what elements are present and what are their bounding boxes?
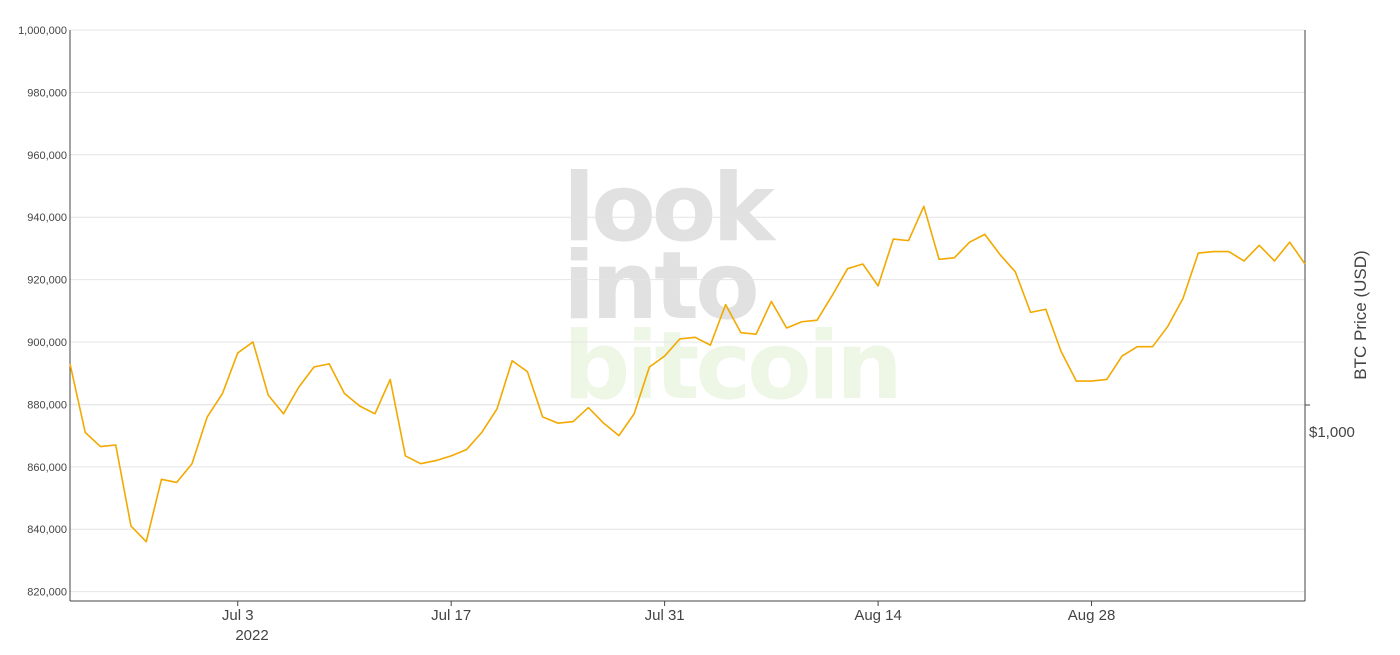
watermark-line-1: look — [563, 154, 777, 263]
x-tick-label: Aug 28 — [1068, 607, 1116, 624]
watermark-line-2: into — [563, 232, 756, 341]
series-layer — [69, 205, 1306, 543]
x-tick-label: Jul 3 — [222, 607, 254, 624]
x-tick-label: Jul 17 — [431, 607, 471, 624]
axis-labels: BTC Price (USD) $1,000 2022 820,000 840,0… — [18, 25, 1370, 644]
y2-axis-title: BTC Price (USD) — [1351, 250, 1370, 379]
axes — [69, 30, 1310, 606]
y-tick-label: 900,000 — [27, 337, 67, 349]
gridlines — [70, 29, 1305, 593]
y-tick-label: 1,000,000 — [18, 25, 67, 37]
y-tick-label: 880,000 — [27, 399, 67, 411]
x-year-label: 2022 — [235, 627, 268, 644]
y-tick-label: 980,000 — [27, 87, 67, 99]
y-tick-label: 860,000 — [27, 462, 67, 474]
y-tick-label: 940,000 — [27, 212, 67, 224]
x-tick-label: Aug 14 — [854, 607, 902, 624]
y-tick-label: 920,000 — [27, 275, 67, 287]
y-tick-label: 960,000 — [27, 150, 67, 162]
y-tick-label: 820,000 — [27, 587, 67, 599]
y2-tick-label: $1,000 — [1309, 424, 1355, 441]
series-line-btc — [69, 205, 1306, 543]
watermark-line-3: bitcoin — [563, 312, 899, 421]
y-tick-label: 840,000 — [27, 524, 67, 536]
watermark: look into bitcoin — [563, 154, 903, 421]
x-tick-label: Jul 31 — [645, 607, 685, 624]
